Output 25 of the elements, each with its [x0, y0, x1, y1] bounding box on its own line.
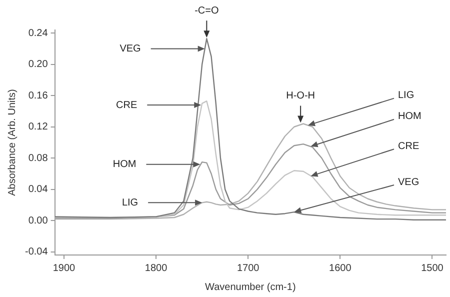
annotation: -C=O	[194, 5, 219, 16]
y-tick-label: 0.20	[28, 59, 48, 70]
annotation: HOM	[398, 111, 422, 122]
x-axis-title: Wavenumber (cm-1)	[205, 282, 296, 293]
annotation: HOM	[112, 159, 136, 170]
annotation: CRE	[398, 140, 420, 152]
x-tick-label: 1900	[52, 262, 76, 274]
annotation: H-O-H	[286, 90, 316, 102]
annotation: VEG	[120, 44, 142, 54]
annotation: LIG	[398, 90, 414, 102]
x-tick-label: 1500	[421, 262, 444, 274]
x-tick-label: 1700	[236, 262, 260, 274]
annotation: LIG	[122, 197, 138, 208]
annotation: CRE	[116, 100, 138, 111]
y-tick-label: 0.24	[28, 28, 48, 39]
y-tick-label: 0.12	[28, 122, 48, 133]
x-tick-label: 1600	[329, 262, 352, 274]
y-tick-label: 0.04	[28, 184, 48, 196]
y-tick-label: -0.04	[24, 246, 48, 258]
y-axis-title: Absorbance (Arb. Units)	[6, 89, 18, 196]
y-tick-label: 0.00	[28, 215, 48, 226]
x-tick-label: 1800	[144, 262, 168, 274]
y-tick-label: 0.08	[28, 152, 48, 164]
y-tick-label: 0.16	[28, 90, 48, 102]
annotation: VEG	[398, 176, 420, 188]
